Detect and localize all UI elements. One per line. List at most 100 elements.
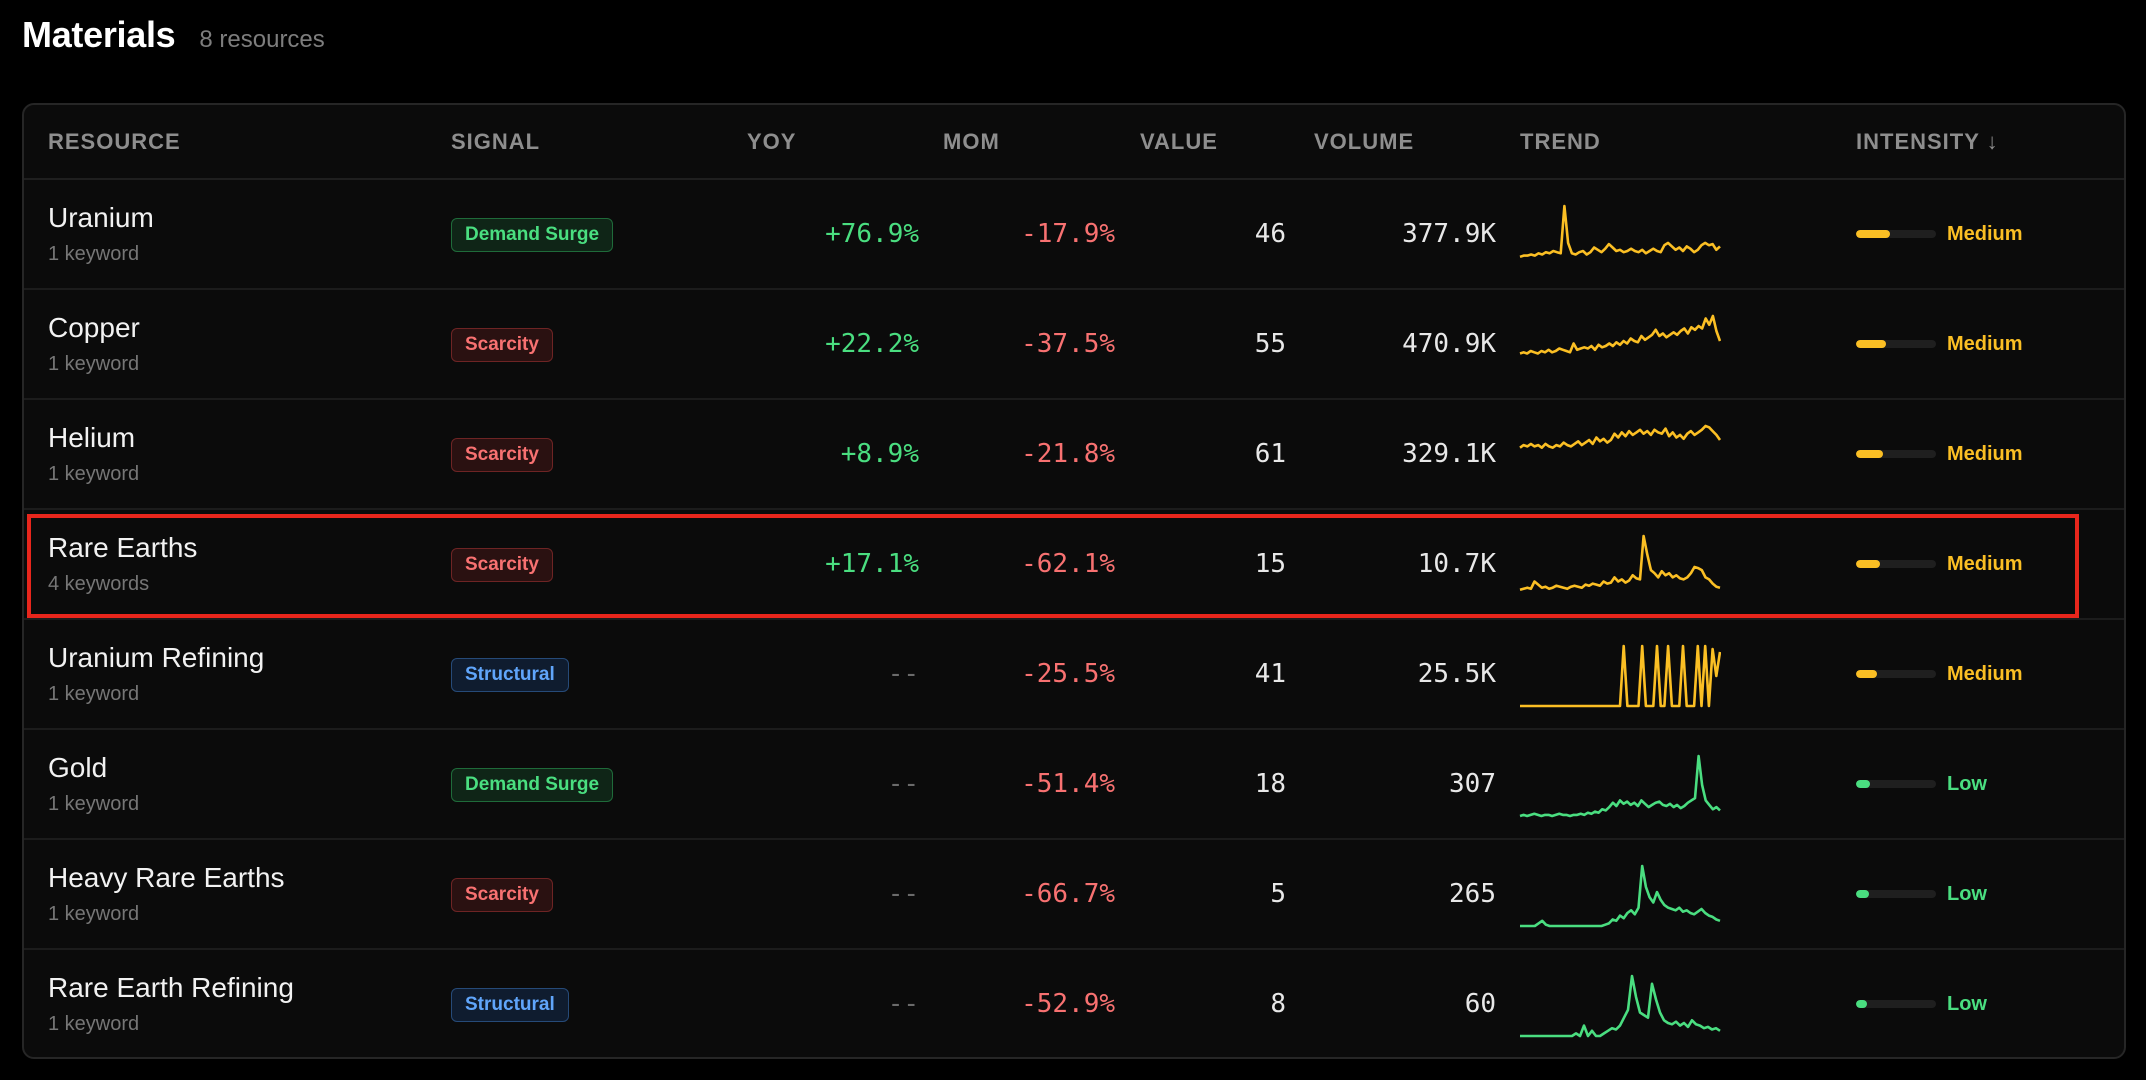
table-row[interactable]: Uranium 1 keyword Demand Surge +76.9% -17.9%… bbox=[24, 180, 2124, 290]
column-header-value[interactable]: VALUE bbox=[1140, 129, 1218, 154]
resource-name[interactable]: Rare Earths bbox=[48, 532, 198, 563]
yoy-value: +8.9% bbox=[840, 439, 919, 469]
column-header-yoy[interactable]: YOY bbox=[747, 129, 797, 154]
table-row[interactable]: Rare Earths 4 keywords Scarcity +17.1% -62.1… bbox=[24, 510, 2124, 620]
resource-count: 8 resources bbox=[199, 26, 325, 53]
trend-line bbox=[1520, 644, 1721, 708]
intensity-label: Medium bbox=[1947, 662, 2023, 685]
intensity-indicator: Medium bbox=[1856, 510, 2023, 618]
keyword-count: 1 keyword bbox=[48, 793, 140, 815]
yoy-value: -- bbox=[887, 769, 919, 799]
intensity-bar-fill bbox=[1856, 1000, 1868, 1008]
resource-name[interactable]: Gold bbox=[48, 752, 108, 783]
trend-sparkline bbox=[1519, 204, 1721, 259]
intensity-bar-fill bbox=[1856, 780, 1871, 788]
signal-badge: Structural bbox=[451, 658, 569, 692]
column-header-intensity[interactable]: INTENSITY ↓ bbox=[1856, 129, 1999, 154]
intensity-label: Medium bbox=[1947, 332, 2023, 355]
trend-sparkline bbox=[1519, 754, 1721, 818]
table-row[interactable]: Helium 1 keyword Scarcity +8.9% -21.8% 61 329.… bbox=[24, 400, 2124, 510]
intensity-label: Medium bbox=[1947, 442, 2023, 465]
mom-value: -66.7% bbox=[1021, 879, 1115, 909]
mom-value: -25.5% bbox=[1021, 659, 1115, 689]
yoy-value: -- bbox=[887, 989, 919, 1019]
volume-cell: 25.5K bbox=[1417, 659, 1496, 689]
intensity-bar bbox=[1856, 230, 1936, 238]
trend-sparkline bbox=[1520, 974, 1721, 1038]
resource-name[interactable]: Helium bbox=[48, 422, 136, 453]
trend-sparkline bbox=[1519, 314, 1721, 355]
intensity-indicator: Low bbox=[1856, 950, 1987, 1057]
table-row[interactable]: Heavy Rare Earths 1 keyword Scarcity -- -66.… bbox=[24, 840, 2124, 950]
intensity-bar bbox=[1856, 1000, 1936, 1008]
intensity-bar bbox=[1856, 560, 1936, 568]
mom-value: -51.4% bbox=[1021, 769, 1115, 799]
resource-name[interactable]: Uranium Refining bbox=[48, 642, 265, 673]
mom-value: -37.5% bbox=[1021, 329, 1115, 359]
resource-name[interactable]: Rare Earth Refining bbox=[48, 972, 294, 1003]
trend-sparkline bbox=[1520, 644, 1721, 708]
value-cell: 15 bbox=[1254, 549, 1286, 579]
value-cell: 18 bbox=[1254, 769, 1286, 799]
signal-badge: Scarcity bbox=[451, 438, 553, 472]
table-row[interactable]: Gold 1 keyword Demand Surge -- -51.4% 18 307 Lo… bbox=[24, 730, 2124, 840]
value-cell: 8 bbox=[1270, 989, 1286, 1019]
signal-badge: Scarcity bbox=[451, 548, 553, 582]
intensity-label: Medium bbox=[1947, 222, 2023, 245]
column-header-mom[interactable]: MOM bbox=[943, 129, 1000, 154]
table-row[interactable]: Uranium Refining 1 keyword Structural -- -25… bbox=[24, 620, 2124, 730]
column-header-signal[interactable]: SIGNAL bbox=[451, 129, 541, 154]
intensity-bar bbox=[1856, 670, 1936, 678]
intensity-bar-fill bbox=[1856, 890, 1869, 898]
signal-badge: Demand Surge bbox=[451, 218, 614, 252]
trend-sparkline bbox=[1519, 424, 1721, 449]
trend-line bbox=[1519, 314, 1721, 355]
materials-table: RESOURCE SIGNAL YOY MOM VALUE VOLUME TRE… bbox=[22, 103, 2126, 1059]
mom-value: -62.1% bbox=[1021, 549, 1115, 579]
column-header-trend[interactable]: TREND bbox=[1520, 129, 1601, 154]
yoy-value: -- bbox=[887, 659, 919, 689]
signal-badge: Demand Surge bbox=[451, 768, 614, 802]
intensity-indicator: Low bbox=[1856, 730, 1987, 838]
intensity-bar-fill bbox=[1856, 670, 1877, 678]
trend-line bbox=[1520, 864, 1721, 928]
trend-line bbox=[1519, 424, 1721, 449]
table-header: RESOURCE SIGNAL YOY MOM VALUE VOLUME TRE… bbox=[24, 105, 2124, 180]
keyword-count: 1 keyword bbox=[48, 243, 140, 265]
trend-sparkline bbox=[1520, 864, 1721, 928]
page-title: Materials bbox=[22, 14, 176, 55]
table-row[interactable]: Copper 1 keyword Scarcity +22.2% -37.5% 55 470… bbox=[24, 290, 2124, 400]
keyword-count: 1 keyword bbox=[48, 903, 140, 925]
volume-cell: 329.1K bbox=[1402, 439, 1496, 469]
volume-cell: 10.7K bbox=[1417, 549, 1496, 579]
trend-sparkline bbox=[1519, 534, 1721, 592]
intensity-bar-fill bbox=[1856, 560, 1880, 568]
volume-cell: 265 bbox=[1449, 879, 1496, 909]
intensity-indicator: Medium bbox=[1856, 180, 2023, 288]
intensity-bar bbox=[1856, 890, 1936, 898]
column-header-volume[interactable]: VOLUME bbox=[1314, 129, 1415, 154]
signal-badge: Scarcity bbox=[451, 878, 553, 912]
volume-cell: 60 bbox=[1464, 989, 1496, 1019]
volume-cell: 307 bbox=[1449, 769, 1496, 799]
keyword-count: 1 keyword bbox=[48, 353, 140, 375]
yoy-value: +17.1% bbox=[825, 549, 919, 579]
signal-badge: Scarcity bbox=[451, 328, 553, 362]
resource-name[interactable]: Copper bbox=[48, 312, 140, 343]
resource-name[interactable]: Heavy Rare Earths bbox=[48, 862, 285, 893]
intensity-indicator: Low bbox=[1856, 840, 1987, 948]
column-header-resource[interactable]: RESOURCE bbox=[48, 129, 181, 154]
yoy-value: +76.9% bbox=[825, 219, 919, 249]
intensity-bar bbox=[1856, 340, 1936, 348]
keyword-count: 1 keyword bbox=[48, 463, 140, 485]
intensity-indicator: Medium bbox=[1856, 400, 2023, 508]
intensity-bar-fill bbox=[1856, 230, 1890, 238]
signal-badge: Structural bbox=[451, 988, 569, 1022]
intensity-indicator: Medium bbox=[1856, 620, 2023, 728]
intensity-bar bbox=[1856, 450, 1936, 458]
value-cell: 55 bbox=[1254, 329, 1286, 359]
value-cell: 41 bbox=[1254, 659, 1286, 689]
resource-name[interactable]: Uranium bbox=[48, 202, 154, 233]
trend-line bbox=[1519, 534, 1721, 592]
table-row[interactable]: Rare Earth Refining 1 keyword Structural --… bbox=[24, 950, 2124, 1057]
